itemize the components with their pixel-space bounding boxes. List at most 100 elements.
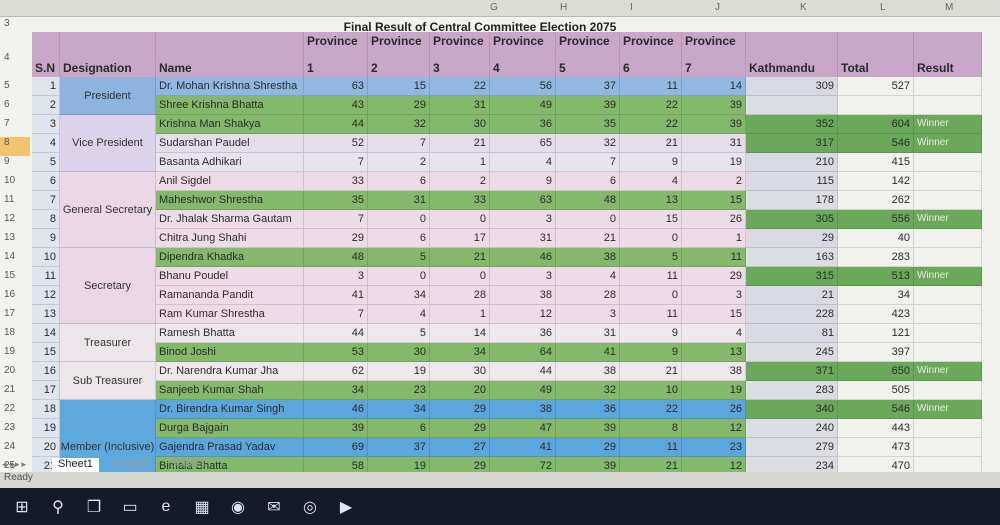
- province-cell[interactable]: 30: [430, 362, 490, 381]
- kathmandu-cell[interactable]: 29: [746, 229, 838, 248]
- name-cell[interactable]: Maheshwor Shrestha: [156, 191, 304, 210]
- row-number[interactable]: 10: [4, 175, 16, 186]
- province-cell[interactable]: 41: [304, 286, 368, 305]
- video-icon[interactable]: ▶: [339, 498, 353, 516]
- total-cell[interactable]: 262: [838, 191, 914, 210]
- province-cell[interactable]: 0: [368, 267, 430, 286]
- name-cell[interactable]: Gajendra Prasad Yadav: [156, 438, 304, 457]
- designation-cell[interactable]: Sub Treasurer: [60, 362, 156, 400]
- province-cell[interactable]: 38: [556, 362, 620, 381]
- total-cell[interactable]: 283: [838, 248, 914, 267]
- province-cell[interactable]: 35: [556, 115, 620, 134]
- sn-cell[interactable]: 4: [32, 134, 60, 153]
- row-number[interactable]: 15: [4, 270, 16, 281]
- province-cell[interactable]: 11: [620, 305, 682, 324]
- province-cell[interactable]: 34: [304, 381, 368, 400]
- province-cell[interactable]: 63: [304, 77, 368, 96]
- province-cell[interactable]: 62: [304, 362, 368, 381]
- province-cell[interactable]: 15: [682, 305, 746, 324]
- sn-cell[interactable]: 15: [32, 343, 60, 362]
- province-cell[interactable]: 39: [556, 419, 620, 438]
- row-number[interactable]: 24: [4, 441, 16, 452]
- column-letter[interactable]: G: [490, 2, 498, 13]
- total-cell[interactable]: 423: [838, 305, 914, 324]
- province-cell[interactable]: 44: [490, 362, 556, 381]
- total-cell[interactable]: 397: [838, 343, 914, 362]
- province-cell[interactable]: 28: [556, 286, 620, 305]
- kathmandu-cell[interactable]: 21: [746, 286, 838, 305]
- province-cell[interactable]: 64: [490, 343, 556, 362]
- province-cell[interactable]: 21: [556, 229, 620, 248]
- province-cell[interactable]: 4: [490, 153, 556, 172]
- result-cell[interactable]: [914, 77, 982, 96]
- province-cell[interactable]: 0: [620, 229, 682, 248]
- province-cell[interactable]: 11: [682, 248, 746, 267]
- province-cell[interactable]: 38: [490, 286, 556, 305]
- province-cell[interactable]: 9: [620, 324, 682, 343]
- name-cell[interactable]: Ram Kumar Shrestha: [156, 305, 304, 324]
- province-cell[interactable]: 69: [304, 438, 368, 457]
- result-cell[interactable]: Winner: [914, 210, 982, 229]
- total-cell[interactable]: [838, 96, 914, 115]
- province-cell[interactable]: 6: [368, 172, 430, 191]
- sn-cell[interactable]: 7: [32, 191, 60, 210]
- province-cell[interactable]: 14: [682, 77, 746, 96]
- sn-cell[interactable]: 11: [32, 267, 60, 286]
- row-number[interactable]: 9: [4, 156, 10, 167]
- total-cell[interactable]: 556: [838, 210, 914, 229]
- row-number[interactable]: 6: [4, 99, 10, 110]
- province-cell[interactable]: 12: [490, 305, 556, 324]
- province-cell[interactable]: 7: [304, 210, 368, 229]
- task-view-icon[interactable]: ❐: [86, 498, 102, 516]
- result-cell[interactable]: [914, 324, 982, 343]
- name-cell[interactable]: Dr. Birendra Kumar Singh: [156, 400, 304, 419]
- province-cell[interactable]: 29: [304, 229, 368, 248]
- row-number[interactable]: 4: [4, 52, 10, 63]
- province-cell[interactable]: 11: [620, 77, 682, 96]
- sheet-tab[interactable]: Sheet2: [114, 458, 149, 470]
- kathmandu-cell[interactable]: 163: [746, 248, 838, 267]
- province-cell[interactable]: 7: [304, 305, 368, 324]
- province-cell[interactable]: 29: [682, 267, 746, 286]
- province-cell[interactable]: 26: [682, 210, 746, 229]
- province-cell[interactable]: 15: [620, 210, 682, 229]
- province-cell[interactable]: 21: [620, 134, 682, 153]
- total-cell[interactable]: 546: [838, 134, 914, 153]
- sheet-tab[interactable]: Sheet3: [170, 458, 205, 470]
- result-cell[interactable]: Winner: [914, 115, 982, 134]
- sn-cell[interactable]: 2: [32, 96, 60, 115]
- sn-cell[interactable]: 3: [32, 115, 60, 134]
- search-icon[interactable]: ⚲: [52, 498, 64, 516]
- result-cell[interactable]: Winner: [914, 134, 982, 153]
- kathmandu-cell[interactable]: 352: [746, 115, 838, 134]
- row-number[interactable]: 8: [0, 137, 30, 156]
- province-cell[interactable]: 15: [682, 191, 746, 210]
- sn-cell[interactable]: 5: [32, 153, 60, 172]
- edge-icon[interactable]: e: [161, 497, 171, 515]
- row-number[interactable]: 23: [4, 422, 16, 433]
- column-letter[interactable]: H: [560, 2, 568, 13]
- designation-cell[interactable]: General Secretary: [60, 172, 156, 248]
- kathmandu-cell[interactable]: 305: [746, 210, 838, 229]
- province-cell[interactable]: 38: [490, 400, 556, 419]
- province-cell[interactable]: 3: [490, 267, 556, 286]
- result-cell[interactable]: [914, 172, 982, 191]
- total-cell[interactable]: 121: [838, 324, 914, 343]
- province-cell[interactable]: 2: [682, 172, 746, 191]
- province-cell[interactable]: 5: [368, 248, 430, 267]
- result-cell[interactable]: [914, 343, 982, 362]
- province-cell[interactable]: 23: [368, 381, 430, 400]
- row-number[interactable]: 19: [4, 346, 16, 357]
- row-number[interactable]: 3: [4, 18, 10, 29]
- row-number[interactable]: 12: [4, 213, 16, 224]
- province-cell[interactable]: 65: [490, 134, 556, 153]
- province-cell[interactable]: 13: [682, 343, 746, 362]
- province-cell[interactable]: 32: [556, 381, 620, 400]
- sn-cell[interactable]: 6: [32, 172, 60, 191]
- province-cell[interactable]: 31: [490, 229, 556, 248]
- result-cell[interactable]: Winner: [914, 362, 982, 381]
- sn-cell[interactable]: 12: [32, 286, 60, 305]
- sn-cell[interactable]: 18: [32, 400, 60, 419]
- kathmandu-cell[interactable]: 340: [746, 400, 838, 419]
- designation-cell[interactable]: Vice President: [60, 115, 156, 172]
